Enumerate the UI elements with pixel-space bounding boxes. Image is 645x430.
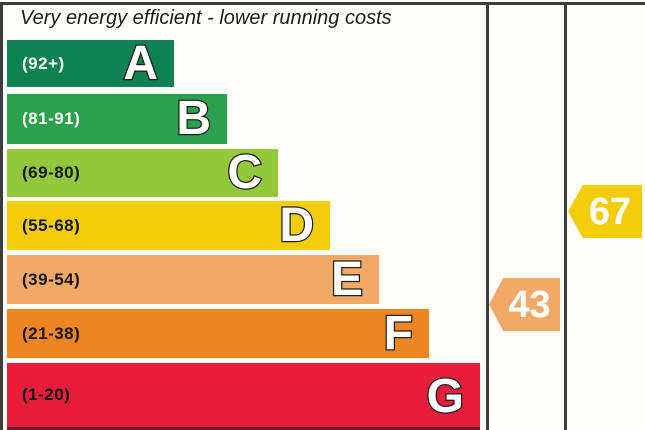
band-letter-c: C [226, 146, 263, 199]
band-range-label-e: (39-54) [22, 269, 81, 289]
band-letter-d: D [278, 198, 315, 252]
band-bar-a: (92+) A [7, 36, 174, 90]
band-bar-c: (69-80) C [7, 146, 278, 199]
band-bar-e: (39-54) E [7, 252, 379, 306]
band-range-label-a: (92+) [22, 53, 65, 73]
potential-rating-value: 67 [588, 190, 632, 233]
band-bar-g: (1-20) G [7, 363, 480, 430]
current-rating-value: 43 [508, 283, 551, 326]
band-letter-f: F [382, 306, 414, 360]
band-letter-b: B [175, 92, 212, 145]
band-letter-a: A [122, 36, 159, 90]
potential-rating-badge: 67 [568, 185, 642, 238]
band-range-label-d: (55-68) [22, 215, 81, 235]
band-range-label-b: (81-91) [22, 109, 81, 128]
band-bar-f: (21-38) F [7, 306, 429, 360]
band-range-label-g: (1-20) [22, 385, 71, 404]
column-divider-potential [564, 2, 567, 430]
chart-title: Very energy efficient - lower running co… [20, 7, 392, 29]
band-bar-b: (81-91) B [7, 92, 227, 145]
column-divider-current [486, 2, 489, 430]
band-letter-g: G [425, 370, 465, 423]
current-rating-badge: 43 [489, 278, 560, 331]
band-letter-e: E [330, 252, 365, 306]
chart-top-border [0, 2, 645, 5]
band-range-label-c: (69-80) [22, 163, 81, 182]
band-bar-d: (55-68) D [7, 198, 330, 252]
band-range-label-f: (21-38) [22, 323, 81, 343]
chart-left-border [0, 2, 3, 430]
